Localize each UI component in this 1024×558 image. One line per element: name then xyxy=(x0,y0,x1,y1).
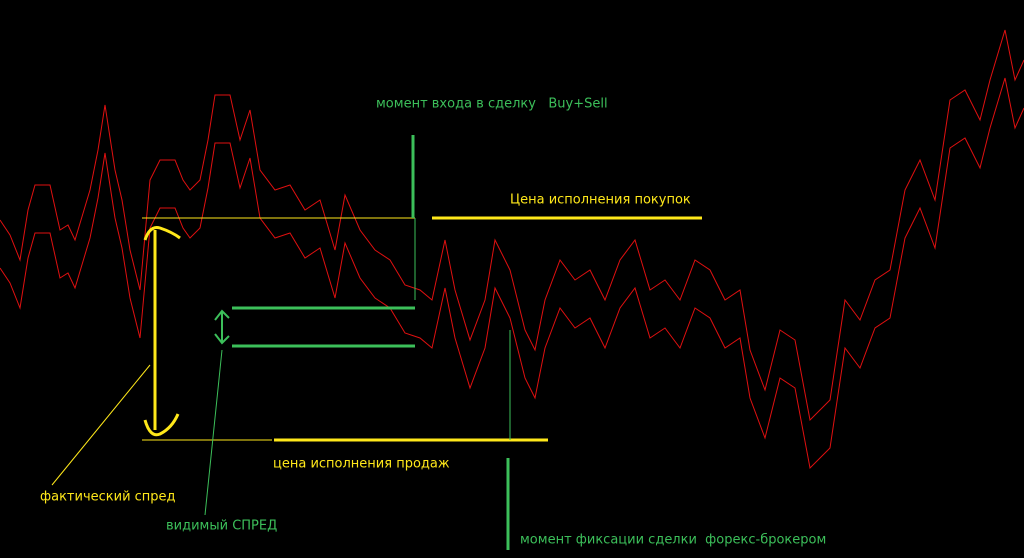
entry-label: момент входа в сделку Buy+Sell xyxy=(376,97,608,112)
actual-pointer xyxy=(51,364,151,486)
visible-spread-label: видимый СПРЕД xyxy=(166,519,277,534)
price-lines xyxy=(0,29,1024,469)
spread-arrows xyxy=(51,226,230,516)
actual-spread-heads xyxy=(143,226,181,437)
price-levels xyxy=(142,135,702,550)
visible-pointer xyxy=(204,349,223,516)
buy-label: Цена исполнения покупок xyxy=(510,193,691,208)
actual-spread-label: фактический спред xyxy=(40,490,176,505)
sell-label: цена исполнения продаж xyxy=(273,457,450,472)
fix-label: момент фиксации сделки форекс-брокером xyxy=(520,533,826,548)
visible-spread-arrow xyxy=(214,309,230,345)
ask-line xyxy=(0,29,1024,422)
